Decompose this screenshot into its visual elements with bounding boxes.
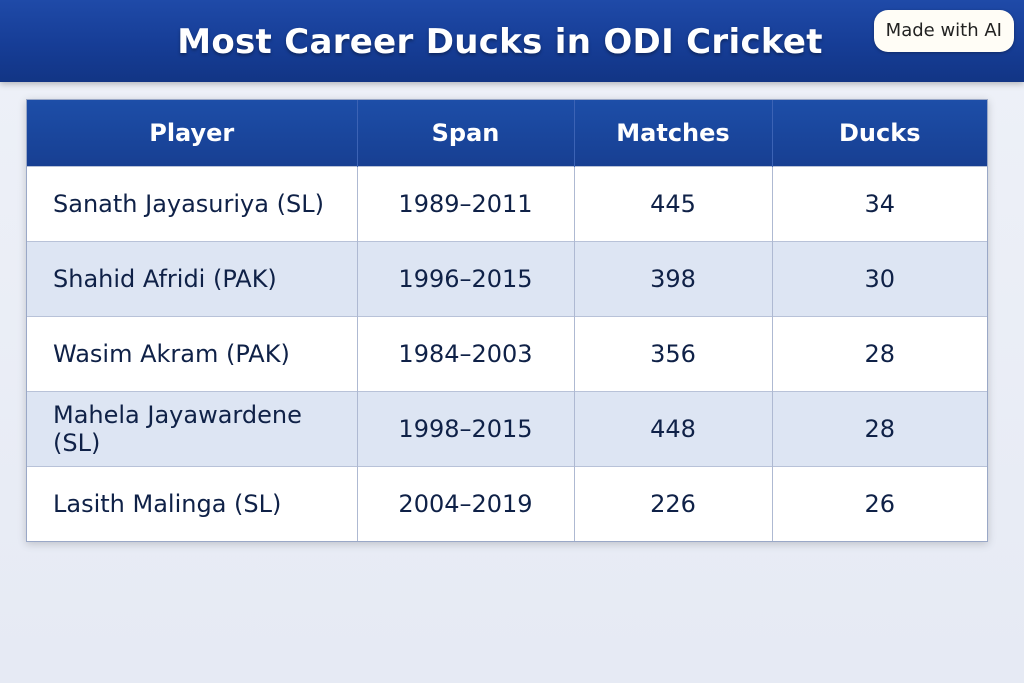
- column-header-span: Span: [357, 100, 575, 167]
- ducks-cell: 30: [772, 241, 987, 317]
- player-cell: Lasith Malinga (SL): [27, 466, 358, 541]
- table-row: Mahela Jayawardene (SL) 1998–2015 448 28: [27, 391, 987, 467]
- span-cell: 1998–2015: [357, 391, 575, 467]
- column-header-matches: Matches: [574, 100, 773, 167]
- player-cell: Sanath Jayasuriya (SL): [27, 166, 358, 242]
- ducks-cell: 28: [772, 316, 987, 392]
- ducks-cell: 28: [772, 391, 987, 467]
- span-cell: 2004–2019: [357, 466, 575, 541]
- player-cell: Shahid Afridi (PAK): [27, 241, 358, 317]
- span-cell: 1989–2011: [357, 166, 575, 242]
- matches-cell: 448: [574, 391, 773, 467]
- table-row: Shahid Afridi (PAK) 1996–2015 398 30: [27, 241, 987, 317]
- ducks-table-container: Player Span Matches Ducks Sanath Jayasur…: [26, 99, 988, 542]
- ducks-cell: 34: [772, 166, 987, 242]
- span-cell: 1984–2003: [357, 316, 575, 392]
- table-row: Wasim Akram (PAK) 1984–2003 356 28: [27, 316, 987, 392]
- table-row: Lasith Malinga (SL) 2004–2019 226 26: [27, 466, 987, 541]
- player-cell: Wasim Akram (PAK): [27, 316, 358, 392]
- span-cell: 1996–2015: [357, 241, 575, 317]
- column-header-player: Player: [27, 100, 358, 167]
- matches-cell: 398: [574, 241, 773, 317]
- table-row: Sanath Jayasuriya (SL) 1989–2011 445 34: [27, 166, 987, 242]
- made-with-ai-badge: Made with AI: [873, 10, 1014, 52]
- ducks-cell: 26: [772, 466, 987, 541]
- player-cell: Mahela Jayawardene (SL): [27, 391, 358, 467]
- page-title: Most Career Ducks in ODI Cricket: [177, 22, 823, 62]
- title-banner: Most Career Ducks in ODI Cricket: [0, 0, 1024, 82]
- matches-cell: 226: [574, 466, 773, 541]
- ducks-table: Player Span Matches Ducks Sanath Jayasur…: [27, 100, 987, 541]
- table-header-row: Player Span Matches Ducks: [27, 100, 987, 167]
- matches-cell: 445: [574, 166, 773, 242]
- column-header-ducks: Ducks: [772, 100, 987, 167]
- matches-cell: 356: [574, 316, 773, 392]
